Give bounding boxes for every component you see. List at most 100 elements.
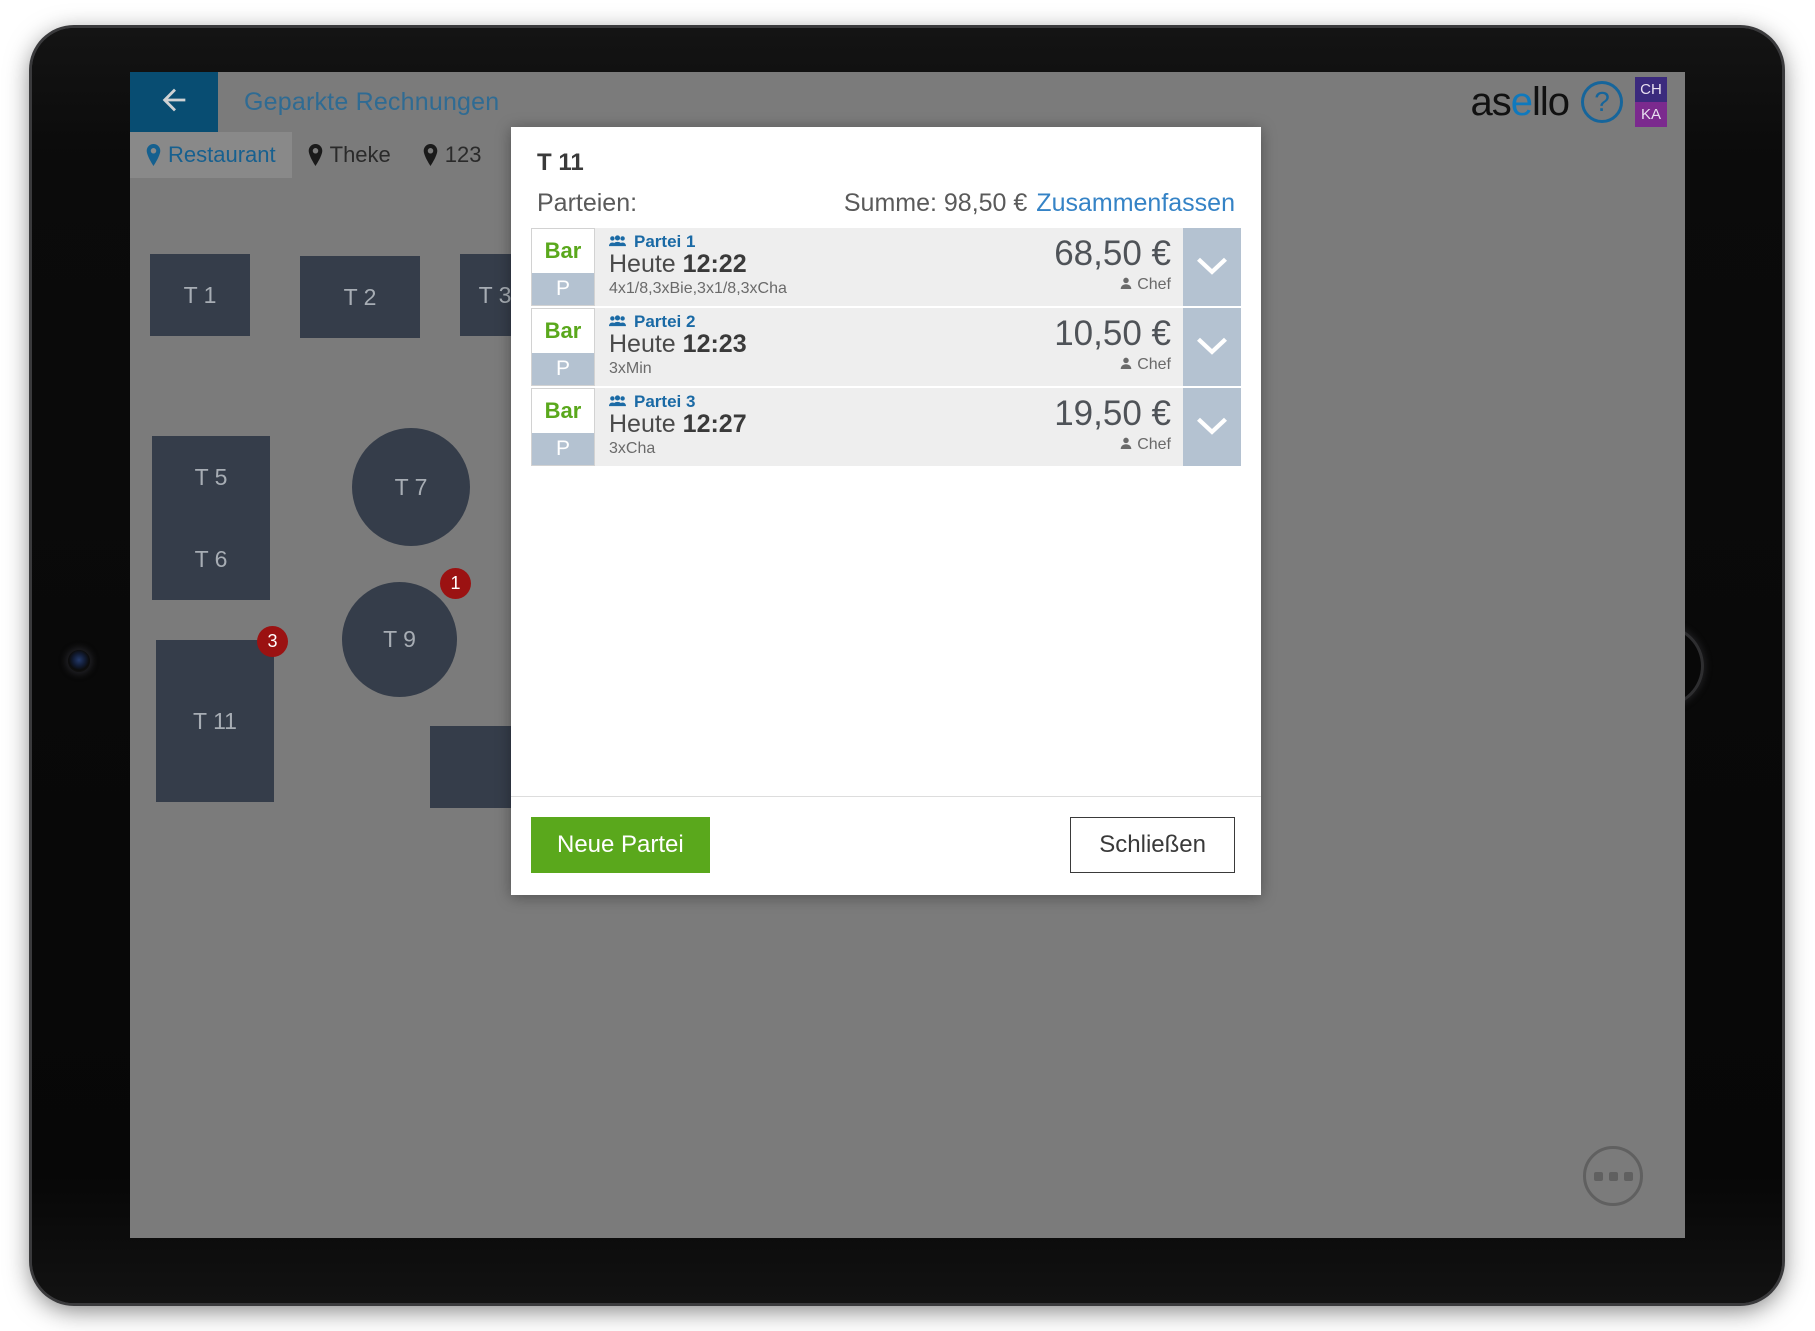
party-user: Chef xyxy=(1120,436,1171,454)
group-icon xyxy=(609,394,626,411)
logo-accent: e xyxy=(1510,79,1533,124)
group-icon xyxy=(609,234,626,251)
table-bill-count-badge: 1 xyxy=(440,568,471,599)
party-row[interactable]: Bar P Partei 1 Heute 12:22 4x1/8,3xBie,3x1/8… xyxy=(531,228,1241,306)
table-label: T 9 xyxy=(383,626,416,652)
dot-icon xyxy=(1608,1171,1618,1181)
dialog-subheader: Parteien: Summe: 98,50 € Zusammenfassen xyxy=(511,177,1261,228)
party-amount: 19,50 € xyxy=(1054,394,1171,433)
expand-row-button[interactable] xyxy=(1183,308,1241,386)
floor-table-t9[interactable]: T 9 1 xyxy=(342,568,471,697)
floor-table-t2[interactable]: T 2 xyxy=(300,256,420,338)
dialog-footer: Neue Partei Schließen xyxy=(511,796,1261,895)
close-button[interactable]: Schließen xyxy=(1070,817,1235,873)
party-timestamp: Heute 12:23 xyxy=(609,330,933,359)
help-icon[interactable]: ? xyxy=(1581,81,1623,123)
party-label: Partei 3 xyxy=(634,392,696,411)
dot-icon xyxy=(1593,1171,1603,1181)
party-name-row: Partei 3 xyxy=(609,392,933,412)
table-label: T 5 xyxy=(194,463,228,490)
app-header: Geparkte Rechnungen asello ? CH KA xyxy=(130,72,1685,132)
table-label: T 11 xyxy=(193,707,237,734)
dot-icon xyxy=(1623,1171,1633,1181)
party-name-row: Partei 1 xyxy=(609,232,933,252)
party-amount: 10,50 € xyxy=(1054,314,1171,353)
party-date: Heute xyxy=(609,250,676,278)
back-button[interactable] xyxy=(130,72,218,132)
badge-ka[interactable]: KA xyxy=(1635,102,1667,127)
location-tab-theke[interactable]: Theke xyxy=(292,132,407,178)
location-tab-123[interactable]: 123 xyxy=(407,132,498,178)
party-amount-block: 68,50 € Chef xyxy=(933,228,1183,306)
user-name: Chef xyxy=(1137,276,1171,294)
party-row[interactable]: Bar P Partei 2 Heute 12:23 3xMin 10,50 € Chef xyxy=(531,308,1241,386)
summary-group: Summe: 98,50 € Zusammenfassen xyxy=(844,189,1235,218)
summarize-link[interactable]: Zusammenfassen xyxy=(1036,189,1235,217)
party-timestamp: Heute 12:27 xyxy=(609,410,933,439)
party-details: Partei 2 Heute 12:23 3xMin xyxy=(595,308,933,386)
map-pin-icon xyxy=(423,144,438,166)
total-amount-label: Summe: 98,50 € xyxy=(843,189,1028,217)
floor-table-t11[interactable]: T 11 3 xyxy=(156,626,288,802)
more-options-button[interactable] xyxy=(1583,1146,1643,1206)
expand-row-button[interactable] xyxy=(1183,388,1241,466)
user-icon xyxy=(1120,436,1132,454)
group-icon xyxy=(609,314,626,331)
brand-area: asello ? CH KA xyxy=(1470,72,1685,132)
party-details: Partei 3 Heute 12:27 3xCha xyxy=(595,388,933,466)
party-date: Heute xyxy=(609,330,676,358)
payment-type-badge: Bar xyxy=(532,229,594,273)
floor-table[interactable] xyxy=(430,726,520,808)
table-label: T 3 xyxy=(478,281,512,308)
party-time: 12:27 xyxy=(682,410,747,438)
party-list: Bar P Partei 1 Heute 12:22 4x1/8,3xBie,3x1/8… xyxy=(511,228,1261,796)
logo-prefix: as xyxy=(1470,79,1511,124)
party-label: Partei 1 xyxy=(634,232,696,251)
party-name-row: Partei 2 xyxy=(609,312,933,332)
payment-type-badge: Bar xyxy=(532,389,594,433)
user-name: Chef xyxy=(1137,436,1171,454)
party-items: 3xCha xyxy=(609,439,656,457)
chevron-down-icon xyxy=(1197,335,1227,360)
arrow-left-icon xyxy=(157,83,191,122)
asello-logo: asello xyxy=(1470,79,1570,125)
floor-table-t1[interactable]: T 1 xyxy=(150,254,250,336)
parked-flag-badge: P xyxy=(532,273,594,305)
payment-status-badges: Bar P xyxy=(531,308,595,386)
app-screen: Geparkte Rechnungen asello ? CH KA Resta… xyxy=(130,72,1685,1238)
user-icon xyxy=(1120,276,1132,294)
floor-table-t6[interactable]: T 6 xyxy=(152,518,270,600)
user-name: Chef xyxy=(1137,356,1171,374)
front-camera-icon xyxy=(68,650,90,672)
badge-ch[interactable]: CH xyxy=(1635,77,1667,102)
expand-row-button[interactable] xyxy=(1183,228,1241,306)
table-bill-count-badge: 3 xyxy=(257,626,288,657)
user-badges: CH KA xyxy=(1635,77,1667,127)
party-row[interactable]: Bar P Partei 3 Heute 12:27 3xCha 19,50 € Chef xyxy=(531,388,1241,466)
party-label: Partei 2 xyxy=(634,312,696,331)
party-items: 3xMin xyxy=(609,359,652,377)
table-label: T 2 xyxy=(343,283,377,310)
parked-bills-dialog: T 11 Parteien: Summe: 98,50 € Zusammenfa… xyxy=(511,127,1261,895)
floor-table-t5[interactable]: T 5 xyxy=(152,436,270,518)
map-pin-icon xyxy=(308,144,323,166)
party-time: 12:22 xyxy=(682,250,747,278)
floor-table-t7[interactable]: T 7 xyxy=(352,428,470,546)
new-party-button[interactable]: Neue Partei xyxy=(531,817,710,873)
parties-label: Parteien: xyxy=(537,189,638,217)
location-tab-label: Theke xyxy=(329,142,391,167)
page-title: Geparkte Rechnungen xyxy=(244,87,500,116)
location-tab-label: 123 xyxy=(444,142,482,167)
table-label: T 6 xyxy=(194,545,228,572)
party-date: Heute xyxy=(609,410,676,438)
map-pin-icon xyxy=(146,144,161,166)
table-label: T 1 xyxy=(183,281,217,308)
parked-flag-badge: P xyxy=(532,353,594,385)
payment-type-badge: Bar xyxy=(532,309,594,353)
location-tab-restaurant[interactable]: Restaurant xyxy=(130,132,292,178)
dialog-title: T 11 xyxy=(537,149,584,176)
party-amount-block: 19,50 € Chef xyxy=(933,388,1183,466)
party-items: 4x1/8,3xBie,3x1/8,3xCha xyxy=(609,279,787,297)
table-label: T 7 xyxy=(394,473,428,500)
payment-status-badges: Bar P xyxy=(531,228,595,306)
